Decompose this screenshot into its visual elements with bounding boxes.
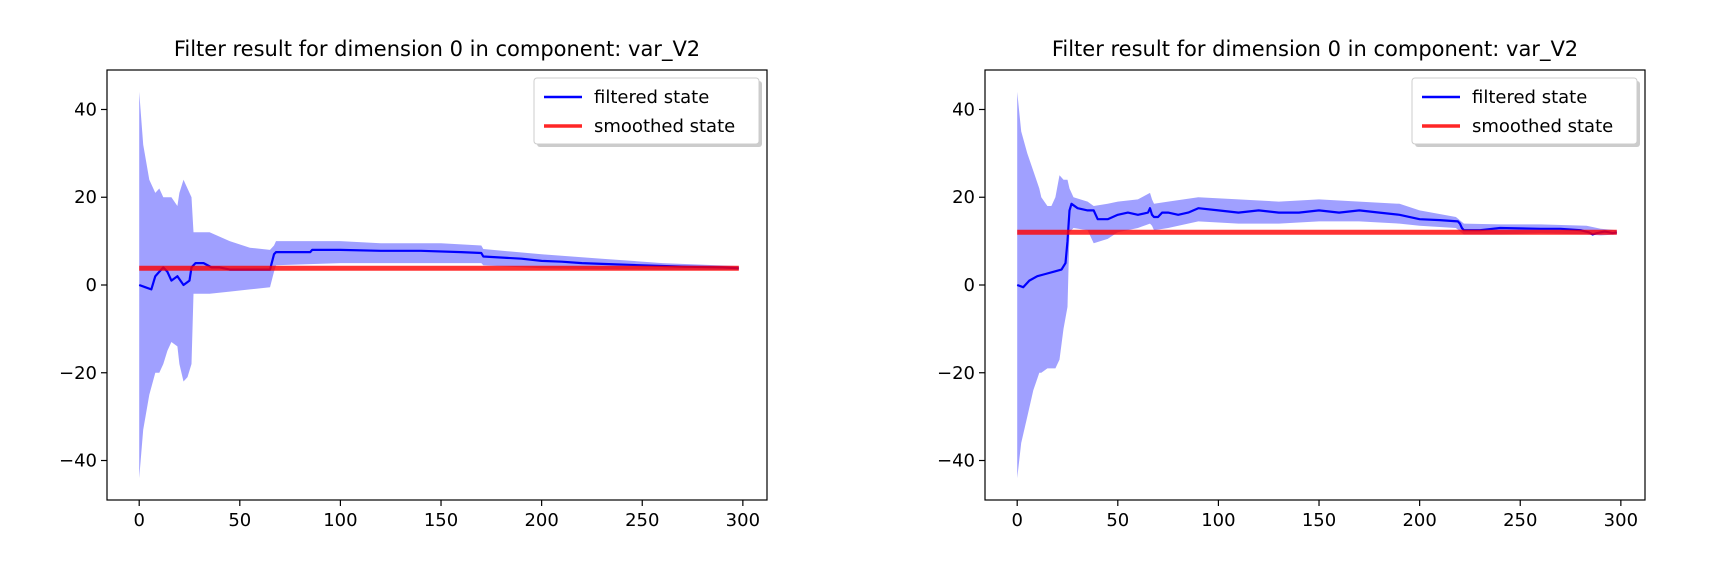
x-tick-label: 250: [625, 510, 659, 531]
x-tick-label: 50: [1106, 510, 1129, 531]
y-tick-label: −40: [59, 451, 97, 472]
legend-label: filtered state: [594, 87, 709, 108]
chart-panel-1: Filter result for dimension 0 in compone…: [59, 37, 768, 531]
confidence-band: [139, 91, 739, 479]
legend-box: [533, 77, 760, 145]
y-tick-label: 20: [952, 187, 975, 208]
x-tick-label: 150: [424, 510, 458, 531]
legend-label: filtered state: [1472, 87, 1587, 108]
x-tick-label: 150: [1302, 510, 1336, 531]
plot-area: [1016, 91, 1618, 479]
chart-title: Filter result for dimension 0 in compone…: [1052, 37, 1578, 62]
x-tick-label: 100: [323, 510, 357, 531]
legend: filtered state smoothed state: [533, 77, 762, 147]
x-tick-label: 300: [1604, 510, 1638, 531]
legend-label: smoothed state: [594, 116, 735, 137]
legend-box: [1411, 77, 1638, 145]
series-line-filtered-state: [1016, 202, 1618, 289]
y-tick-label: 20: [74, 187, 97, 208]
y-tick-label: −40: [937, 451, 975, 472]
plot-area: [138, 91, 739, 479]
x-tick-label: 300: [726, 510, 760, 531]
x-tick-label: 0: [133, 510, 144, 531]
x-tick-label: 100: [1201, 510, 1235, 531]
legend-label: smoothed state: [1472, 116, 1613, 137]
y-tick-label: −20: [937, 363, 975, 384]
confidence-band: [1017, 91, 1617, 479]
legend: filtered state smoothed state: [1411, 77, 1640, 147]
x-tick-label: 50: [228, 510, 251, 531]
x-tick-label: 250: [1503, 510, 1537, 531]
x-tick-label: 200: [524, 510, 558, 531]
y-tick-label: 0: [86, 275, 97, 296]
x-tick-label: 200: [1402, 510, 1436, 531]
y-tick-label: 0: [964, 275, 975, 296]
chart-panel-2: Filter result for dimension 0 in compone…: [937, 37, 1646, 531]
y-tick-label: −20: [59, 363, 97, 384]
y-tick-label: 40: [952, 99, 975, 120]
y-tick-label: 40: [74, 99, 97, 120]
chart-title: Filter result for dimension 0 in compone…: [174, 37, 700, 62]
x-tick-label: 0: [1011, 510, 1022, 531]
